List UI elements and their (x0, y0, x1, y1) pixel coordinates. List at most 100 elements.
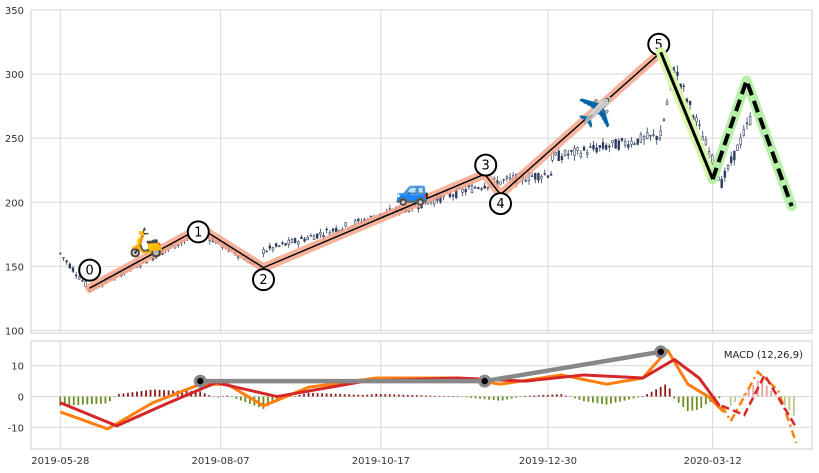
candle-body (461, 188, 464, 193)
candle-body (281, 242, 284, 244)
macd-histogram-bar (555, 394, 558, 397)
candle-body (567, 153, 570, 156)
signal-projection-line (721, 372, 798, 429)
candle-body (78, 276, 81, 280)
wave-pattern: 0 1 2 3 4 5 (78, 32, 671, 293)
macd-y-tick-label: 10 (11, 362, 24, 373)
macd-histogram-bar (406, 394, 409, 397)
candle-body (417, 207, 420, 210)
macd-histogram-bar (81, 396, 84, 405)
candle-body (540, 176, 543, 179)
macd-histogram-bar (226, 395, 229, 397)
candle-body (688, 100, 692, 106)
candle-body (68, 263, 72, 269)
macd-histogram-bar (244, 396, 247, 403)
wave-point-marker (186, 220, 210, 244)
macd-histogram-bar (136, 391, 138, 397)
candle-body (480, 188, 483, 190)
candle-body (303, 238, 306, 242)
candle-body (467, 185, 471, 187)
price-panel-frame (30, 9, 813, 334)
macd-histogram-bar (379, 393, 382, 397)
macd-histogram-bar (443, 396, 445, 397)
macd-y-tick-label: 0 (18, 393, 24, 404)
macd-label: MACD (12,26,9) (724, 350, 803, 361)
macd-histogram-bar (221, 396, 224, 398)
macd-histogram-bar (420, 395, 423, 397)
candle-body (477, 187, 480, 189)
wave-line (89, 51, 662, 289)
candle-body (331, 228, 335, 232)
macd-histogram-bar (357, 394, 360, 397)
wave-point-marker (78, 258, 102, 282)
candle-body (633, 143, 636, 145)
macd-histogram-bar (334, 393, 337, 397)
macd-histogram-bar (614, 396, 617, 403)
projection-line-solid (659, 51, 715, 180)
macd-histogram-bar (452, 396, 454, 397)
macd-histogram-bar (289, 396, 292, 398)
x-tick-label: 2019-05-28 (31, 456, 89, 467)
candle-body (502, 179, 505, 181)
macd-projected-histogram-bar (765, 385, 768, 397)
candle-body (316, 233, 319, 239)
candle-body (658, 137, 662, 140)
macd-histogram-bar (158, 389, 161, 397)
macd-histogram-bar (700, 396, 703, 408)
macd-histogram-bar (623, 396, 626, 401)
candle-body (290, 239, 294, 244)
macd-histogram-bar (551, 394, 554, 397)
candle-body (557, 150, 560, 161)
macd-histogram-bar (632, 396, 635, 399)
wave-point-label: 4 (496, 197, 504, 212)
macd-histogram-bar (542, 395, 545, 397)
candle-body (598, 145, 602, 148)
candle-body (601, 142, 605, 149)
macd-y-tick-label: -10 (8, 423, 24, 434)
candle-body (534, 173, 537, 180)
candle-body (630, 140, 633, 145)
macd-histogram-bar (90, 396, 93, 405)
candle-body (652, 134, 655, 136)
candle-body (297, 241, 300, 245)
candle-body (499, 181, 502, 185)
candle-body (474, 187, 477, 189)
candle-body (546, 175, 550, 178)
candle-body (614, 139, 617, 149)
macd-histogram-bar (501, 396, 504, 401)
macd-histogram-bar (415, 395, 418, 397)
macd-histogram-bar (262, 396, 265, 409)
candle-body (711, 154, 714, 164)
candle-body (549, 173, 553, 176)
macd-histogram-bar (352, 394, 355, 397)
candle-body (739, 137, 742, 145)
price-y-tick-label: 150 (5, 262, 24, 273)
macd-histogram-bar (109, 396, 111, 402)
x-tick-label: 2020-03-12 (684, 456, 742, 467)
candle-body (736, 144, 739, 151)
macd-projected-histogram-bar (738, 396, 741, 398)
macd-histogram-bar (592, 396, 594, 403)
candle-body (733, 150, 736, 161)
candle-body (322, 235, 325, 238)
macd-histogram-bar (303, 393, 305, 397)
macd-histogram-bar (438, 395, 441, 397)
candle-body (726, 165, 730, 169)
macd-histogram-bar (140, 391, 143, 397)
macd-histogram-bar (118, 394, 120, 397)
macd-histogram-bar (163, 390, 165, 397)
macd-histogram-bar (569, 396, 572, 398)
macd-histogram-bar (267, 396, 269, 407)
candle-body (704, 139, 708, 146)
macd-histogram-bar (646, 394, 649, 397)
candle-body (306, 237, 309, 240)
candle-body (530, 175, 534, 177)
candle-body (582, 146, 586, 151)
candle-body (563, 149, 567, 156)
candle-body (470, 185, 474, 193)
macd-histogram-bar (194, 391, 197, 397)
candle-body (524, 179, 527, 182)
candle-body (483, 185, 486, 189)
scooter-icon: 🛵 (129, 225, 164, 258)
macd-histogram-bar (506, 396, 509, 400)
